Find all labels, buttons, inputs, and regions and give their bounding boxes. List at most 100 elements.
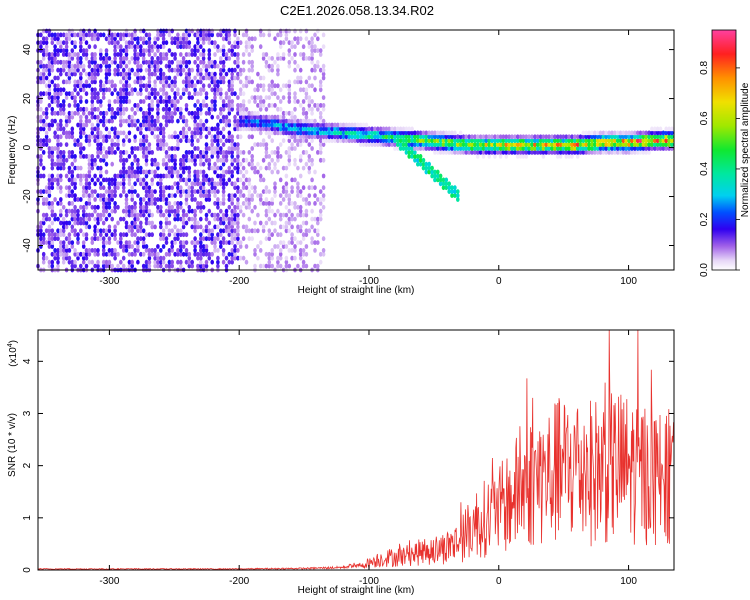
- spectrogram-cell: [161, 228, 166, 234]
- spectrogram-cell: [507, 150, 512, 155]
- spectrogram-cell: [133, 208, 137, 214]
- spectrogram-cell: [361, 130, 366, 136]
- spectrogram-cell: [618, 146, 623, 151]
- spectrogram-cell: [61, 126, 66, 132]
- spectrogram-cell: [93, 224, 97, 230]
- spectrogram-cell: [221, 240, 226, 246]
- spectrogram-cell: [156, 263, 160, 269]
- spectrogram-cell: [99, 110, 103, 116]
- spectrogram-cell: [418, 130, 423, 136]
- spectrogram-cell: [284, 173, 289, 179]
- spectrogram-cell: [87, 154, 92, 159]
- spectrogram-cell: [653, 142, 657, 148]
- spectrogram-cell: [221, 114, 226, 120]
- spectrogram-cell: [661, 138, 666, 144]
- spectrogram-cell: [184, 248, 189, 253]
- spectrogram-cell: [56, 99, 60, 104]
- spectrogram-cell: [199, 204, 203, 210]
- spectrogram-cell: [261, 103, 266, 108]
- spectrogram-cell: [270, 201, 275, 206]
- spectrogram-cell: [81, 67, 86, 73]
- spectrogram-cell: [184, 130, 189, 136]
- spectrogram-cell: [87, 165, 92, 171]
- spectrogram-cell: [193, 52, 197, 57]
- spectrogram-cell: [147, 52, 152, 57]
- spectrogram-cell: [433, 146, 437, 151]
- spectrogram-cell: [124, 150, 129, 155]
- spectrogram-cell: [298, 248, 303, 253]
- spectrogram-cell: [164, 173, 169, 179]
- spectrogram-cell: [124, 169, 129, 175]
- spectrogram-cell: [230, 146, 234, 151]
- spectrogram-cell: [238, 169, 243, 175]
- spectrogram-cell: [150, 248, 154, 253]
- spectrogram-cell: [119, 259, 123, 265]
- spectrogram-cell: [164, 40, 169, 46]
- spectrogram-cell: [90, 248, 95, 253]
- spectrogram-cell: [216, 259, 220, 265]
- spectrogram-cell: [204, 216, 209, 222]
- spectrogram-cell: [161, 146, 166, 151]
- spectrogram-cell: [150, 87, 154, 93]
- spectrogram-cell: [136, 67, 140, 73]
- spectrogram-cell: [490, 138, 494, 144]
- spectrogram-cell: [156, 259, 160, 265]
- spectrogram-cell: [144, 48, 149, 53]
- spectrogram-cell: [96, 150, 100, 155]
- spectrogram-cell: [133, 154, 137, 159]
- spectrogram-cell: [378, 134, 383, 140]
- spectrogram-cell: [541, 146, 546, 151]
- spectrogram-cell: [133, 56, 137, 61]
- spectrogram-cell: [430, 142, 434, 148]
- spectrogram-cell: [41, 212, 46, 218]
- spectrogram-cell: [510, 138, 514, 144]
- spectrogram-cell: [361, 122, 366, 128]
- spectrogram-cell: [316, 28, 320, 34]
- spectrogram-cell: [321, 197, 326, 202]
- spectrogram-cell: [558, 146, 563, 151]
- spectrogram-cell: [173, 36, 177, 42]
- spectrogram-cell: [56, 48, 60, 53]
- spectrogram-cell: [418, 157, 423, 163]
- spectrogram-cell: [281, 212, 286, 218]
- spectrogram-frame: [37, 29, 675, 271]
- spectrogram-cell: [610, 146, 614, 151]
- spectrogram-cell: [104, 52, 109, 57]
- spectrogram-cell: [307, 122, 312, 128]
- spectrogram-cell: [107, 134, 112, 140]
- spectrogram-cell: [173, 99, 177, 104]
- spectrogram-cell: [136, 118, 140, 124]
- spectrogram-cell: [99, 79, 103, 85]
- spectrogram-cell: [216, 44, 220, 50]
- spectrogram-cell: [413, 154, 417, 159]
- spectrogram-cell: [139, 122, 143, 128]
- spectrogram-cell: [436, 169, 440, 175]
- spectrogram-cell: [661, 146, 666, 151]
- spectrogram-cell: [230, 236, 234, 242]
- spectrogram-cell: [136, 52, 140, 57]
- spectrogram-cell: [318, 197, 323, 202]
- spectrogram-cell: [113, 248, 117, 253]
- spectrogram-cell: [84, 56, 89, 61]
- spectrogram-cell: [264, 263, 269, 269]
- spectrogram-cell: [293, 204, 297, 210]
- spectrogram-cell: [296, 75, 300, 81]
- spectrogram-cell: [116, 99, 120, 104]
- spectrogram-cell: [227, 67, 232, 73]
- spectrogram-cell: [216, 263, 220, 269]
- spectrogram-cell: [327, 126, 332, 132]
- spectrogram-cell: [67, 63, 72, 69]
- spectrogram-cell: [204, 157, 209, 163]
- spectrogram-cell: [358, 122, 363, 128]
- spectrogram-cell: [290, 185, 294, 191]
- spectrogram-cell: [150, 220, 154, 226]
- spectrogram-cell: [90, 87, 95, 93]
- spectrogram-cell: [641, 146, 646, 151]
- spectrogram-cell: [64, 208, 69, 214]
- spectrogram-cell: [273, 193, 277, 199]
- spectrogram-cell: [507, 142, 512, 148]
- spectrogram-cell: [615, 142, 620, 148]
- spectrogram-cell: [124, 157, 129, 163]
- spectrogram-cell: [141, 56, 146, 61]
- spectrogram-cell: [655, 126, 660, 132]
